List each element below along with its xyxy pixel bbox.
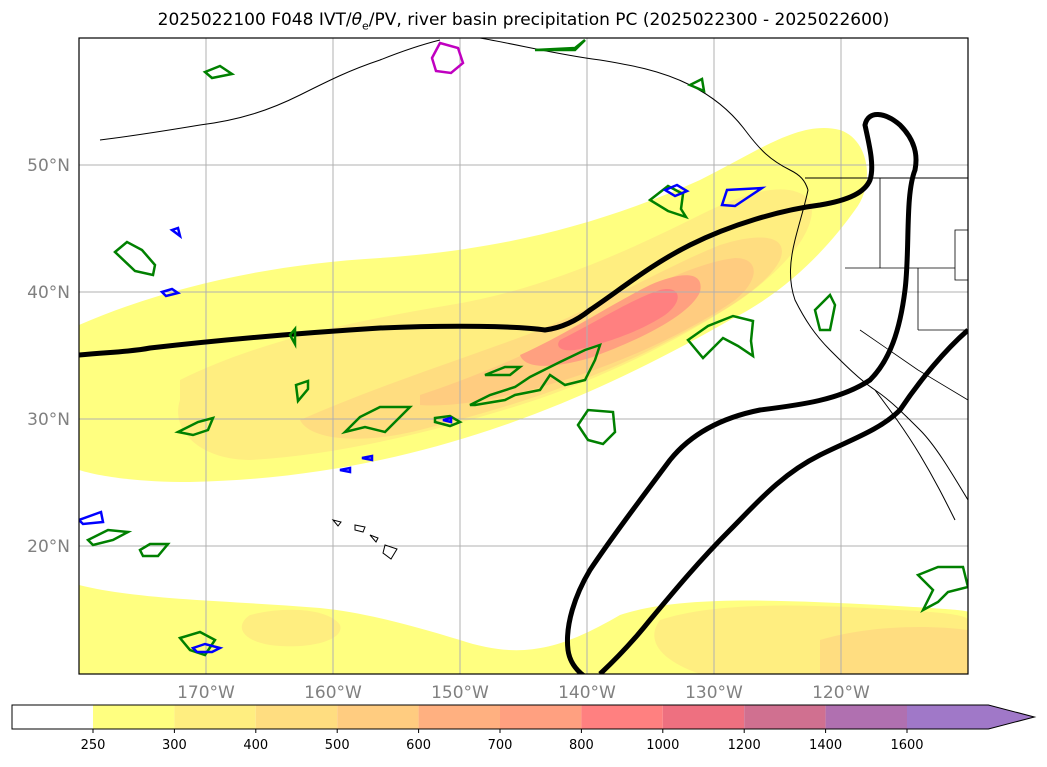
green-contour (534, 39, 586, 52)
colorbar-segment (12, 705, 93, 729)
green-contour (288, 325, 297, 349)
colorbar: 250 300 400 500 600 700 800 1000 1200 1400 1600 (11, 704, 1037, 753)
green-contour (85, 528, 133, 547)
colorbar-tick-label: 1600 (890, 738, 923, 753)
green-contour (433, 414, 463, 428)
colorbar-tick-label: 600 (406, 738, 431, 753)
lat-label: 30°N (27, 410, 70, 430)
ivt-300-sw (241, 609, 341, 647)
green-contour (647, 184, 689, 220)
colorbar-tick-label: 250 (81, 738, 106, 753)
lat-label: 50°N (27, 156, 70, 176)
ivt-800-band (558, 289, 678, 351)
colorbar-tick-label: 400 (243, 738, 268, 753)
baja-coast (874, 389, 956, 521)
green-contour (576, 408, 617, 446)
green-contour (469, 343, 602, 407)
colorbar-segment (744, 705, 826, 729)
green-contours (85, 39, 968, 657)
blue-contour (79, 510, 105, 526)
lon-label: 140°W (558, 683, 616, 703)
blue-contour (339, 466, 352, 474)
chart-title: 2025022100 F048 IVT/θe/PV, river basin p… (157, 10, 890, 33)
colorbar-segment (825, 705, 907, 729)
colorbar-segment (418, 705, 500, 729)
green-contour (113, 240, 157, 277)
colorbar-tick-label: 800 (569, 738, 594, 753)
lon-label: 170°W (177, 683, 235, 703)
green-contour (174, 416, 216, 437)
colorbar-tick-label: 1200 (728, 738, 761, 753)
magenta-contour (430, 41, 465, 75)
lat-label: 20°N (27, 537, 70, 557)
colorbar-tick-label: 1400 (809, 738, 842, 753)
lon-label: 150°W (431, 683, 489, 703)
blue-contour (361, 454, 374, 462)
lon-label: 120°W (812, 683, 870, 703)
ivt-400-south (820, 627, 968, 674)
theta-e-contour-south (598, 328, 968, 674)
green-contour (177, 630, 217, 657)
colorbar-segment (93, 705, 175, 729)
green-contour (687, 77, 706, 94)
green-contour (340, 405, 414, 435)
colorbar-tick-label: 700 (488, 738, 513, 753)
green-contour (294, 379, 310, 405)
blue-contour (720, 186, 767, 208)
colorbar-segment (662, 705, 745, 729)
theta-e-contour-north (79, 112, 919, 674)
colorbar-segment (255, 705, 338, 729)
green-contour (915, 565, 968, 613)
colorbar-segment (500, 705, 582, 729)
colorbar-tick-label: 300 (162, 738, 187, 753)
blue-contour (442, 416, 453, 424)
lon-label: 160°W (304, 683, 362, 703)
colorbar-tick-label: 500 (325, 738, 350, 753)
blue-contour (190, 642, 224, 654)
colorbar-segment (174, 705, 256, 729)
colorbar-extend-arrow (907, 705, 1035, 729)
lon-label: 130°W (685, 683, 743, 703)
blue-contour (169, 226, 183, 240)
hawaii (331, 519, 398, 560)
green-contour (138, 542, 171, 558)
lat-label: 40°N (27, 283, 70, 303)
colorbar-segment (337, 705, 419, 729)
ivt-shading (79, 128, 968, 674)
green-contour (202, 64, 236, 80)
map-frame (78, 37, 969, 675)
west-coast-us (790, 189, 968, 501)
gridlines (79, 38, 968, 674)
colorbar-tick-label: 1000 (646, 738, 679, 753)
green-contour (813, 292, 837, 332)
colorbar-segment (581, 705, 663, 729)
green-contour (686, 314, 755, 360)
blue-contour (662, 183, 690, 198)
blue-contours (79, 183, 767, 654)
blue-contour (159, 287, 182, 298)
green-contour (484, 365, 524, 377)
colorbar-outline (11, 704, 1037, 730)
